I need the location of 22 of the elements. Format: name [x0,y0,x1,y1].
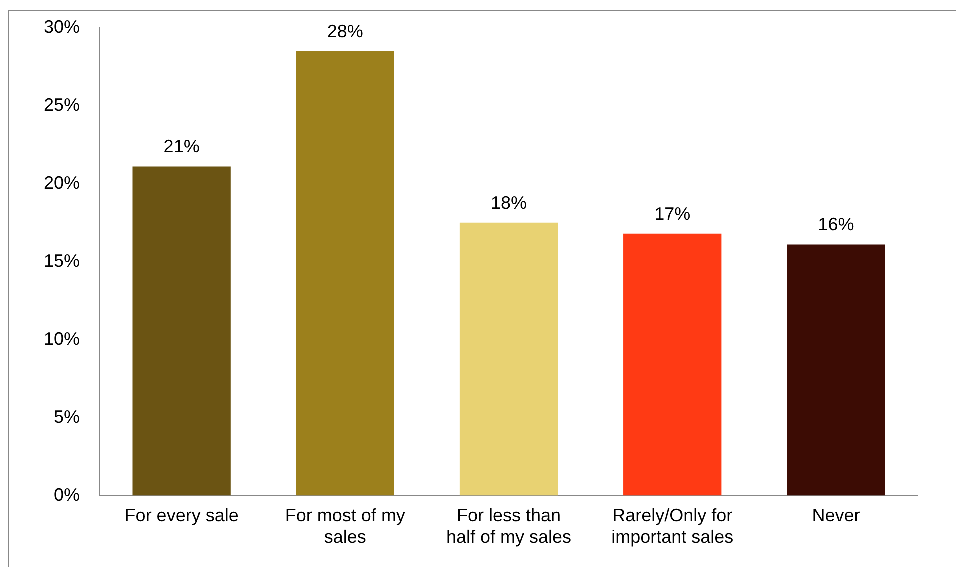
y-tick-label: 30% [44,16,80,37]
y-tick-label: 15% [44,250,80,271]
bar [296,51,394,496]
x-tick-label: For most of my sales [285,506,406,548]
data-label: 28% [327,21,364,42]
bar [787,244,886,496]
y-tick-label: 5% [54,406,80,427]
bar [460,222,558,496]
data-label: 18% [491,192,528,213]
data-label: 16% [818,214,854,235]
y-tick-label: 20% [44,172,80,193]
data-label: 17% [654,204,691,224]
x-tick-label: Never [812,506,860,526]
bar [624,234,722,496]
y-tick-label: 0% [54,484,80,505]
y-tick-label: 10% [44,328,80,349]
y-tick-label: 25% [44,94,80,115]
x-tick-label: For less than half of my sales [446,506,572,548]
x-tick-label: For every sale [124,506,239,526]
x-tick-label: Rarely/Only for important sales [612,506,734,548]
bar [132,166,231,496]
data-label: 21% [164,136,200,157]
